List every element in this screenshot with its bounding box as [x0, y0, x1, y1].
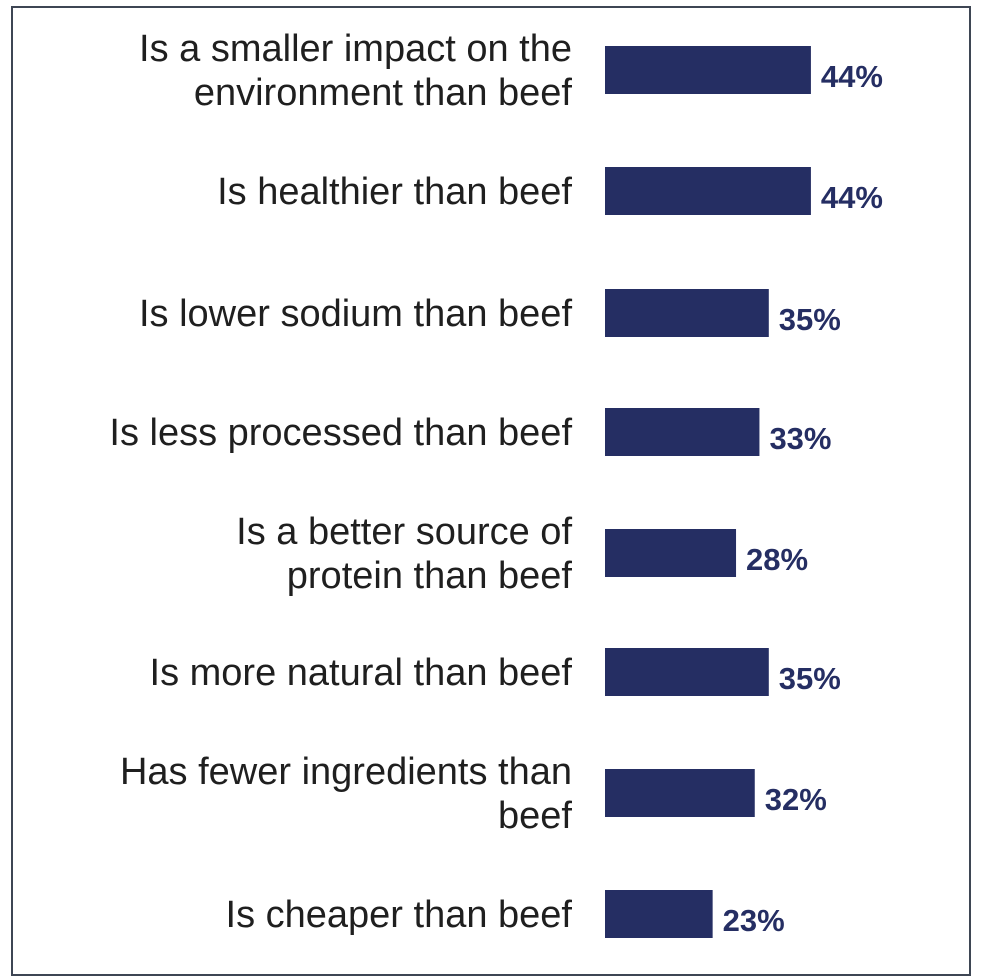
bar-4 [605, 408, 760, 456]
value-label-7: 32% [765, 782, 827, 817]
value-label-3: 35% [779, 302, 841, 337]
value-label-5: 28% [746, 542, 808, 577]
category-label-4: Is less processed than beef [109, 412, 572, 454]
bar-8 [605, 890, 713, 938]
value-label-2: 44% [821, 180, 883, 215]
value-label-4: 33% [769, 421, 831, 456]
bar-2 [605, 167, 811, 215]
category-label-3: Is lower sodium than beef [139, 293, 572, 335]
value-label-6: 35% [779, 661, 841, 696]
category-label-7-line-1: Has fewer ingredients than [120, 751, 572, 793]
category-label-5-line-1: Is a better source of [236, 511, 572, 553]
bar-7 [605, 769, 755, 817]
bars-layer: 44% Is a smaller impact on theenvironment… [109, 28, 883, 938]
category-label-1-line-1: Is a smaller impact on the [139, 28, 572, 70]
category-label-8: Is cheaper than beef [226, 894, 573, 936]
chart-frame [11, 6, 971, 976]
category-label-1-line-2: environment than beef [194, 72, 573, 114]
value-label-1: 44% [821, 59, 883, 94]
category-label-6: Is more natural than beef [150, 652, 573, 694]
category-label-2: Is healthier than beef [217, 171, 572, 213]
category-label-7-line-2: beef [498, 795, 572, 837]
bar-6 [605, 648, 769, 696]
value-label-8: 23% [723, 903, 785, 938]
bar-5 [605, 529, 737, 577]
bar-3 [605, 289, 769, 337]
category-label-5-line-2: protein than beef [287, 555, 573, 597]
bar-1 [605, 46, 811, 94]
